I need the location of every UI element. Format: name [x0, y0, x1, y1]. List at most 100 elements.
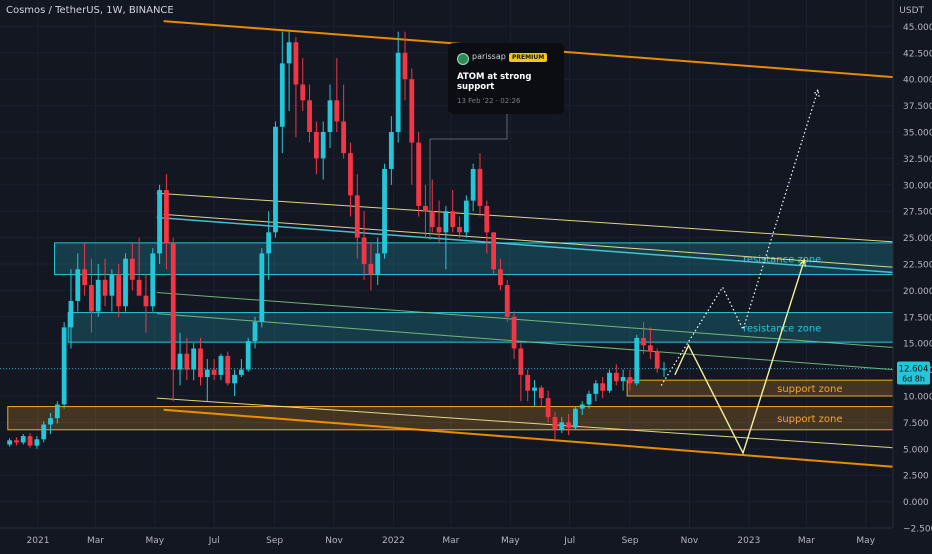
candle-body — [477, 168, 483, 206]
candle-body — [429, 211, 435, 228]
price-tick-label: 22.500 — [903, 261, 932, 271]
candle-body — [20, 436, 26, 443]
candle-body — [41, 424, 47, 440]
time-tick-label: 2023 — [737, 536, 760, 546]
candle-body — [395, 52, 401, 132]
channel-line — [156, 292, 894, 348]
grid — [0, 0, 893, 529]
candle-body — [382, 168, 387, 254]
candle-body — [245, 341, 251, 370]
candle-body — [573, 408, 578, 428]
candle-body — [48, 418, 53, 425]
zone-label: support zone — [777, 384, 842, 395]
candle-body — [143, 295, 149, 307]
candle-body — [627, 376, 633, 384]
candle-body — [75, 269, 81, 301]
time-tick-label: Sep — [266, 536, 283, 546]
price-tick-label: 2.500 — [903, 472, 929, 482]
candle-body — [600, 383, 606, 391]
price-tick-label: 17.500 — [903, 313, 932, 323]
candle-body — [579, 404, 585, 409]
candle-body — [279, 63, 285, 127]
candle-body — [647, 345, 653, 352]
projection-path-solid — [674, 259, 806, 455]
candle-body — [266, 232, 272, 254]
channel-line — [156, 397, 894, 449]
candle-body — [348, 153, 353, 196]
candle-body — [204, 369, 210, 377]
candle-body — [225, 355, 231, 384]
candle-body — [641, 337, 646, 346]
price-tick-label: −2.500 — [903, 525, 932, 535]
candle-body — [525, 374, 531, 391]
candle-body — [388, 132, 394, 169]
projection-arrowhead — [799, 258, 806, 267]
price-tick-label: 42.500 — [903, 49, 932, 59]
time-tick-label: Nov — [325, 536, 343, 546]
price-tick-label: 27.500 — [903, 208, 932, 218]
candle-body — [484, 205, 490, 233]
candle-body — [457, 227, 462, 233]
time-tick-label: Nov — [681, 536, 699, 546]
candle-body — [252, 322, 258, 342]
price-tick-label: 45.000 — [903, 23, 932, 33]
annotation-date: 13 Feb '22 · 02:26 — [457, 97, 521, 105]
candle-body — [300, 84, 306, 101]
time-tick-label: Mar — [442, 536, 459, 546]
candle-body — [123, 258, 128, 307]
candle-body — [559, 422, 565, 430]
candle-body — [109, 274, 115, 296]
candle-body — [436, 227, 442, 233]
candle-body — [334, 100, 340, 122]
time-tick-label: Jul — [208, 536, 220, 546]
zone-label: resistance zone — [743, 255, 821, 266]
candle-body — [375, 253, 381, 275]
projection-path-dotted — [660, 89, 819, 386]
price-axis[interactable]: −2.5000.0002.5005.0007.50010.00012.50015… — [892, 0, 932, 550]
candle-body — [14, 440, 19, 443]
candle-body — [286, 42, 292, 64]
channel-lines — [156, 20, 894, 468]
price-tick-label: 10.000 — [903, 393, 932, 403]
price-tick-label: 32.500 — [903, 155, 932, 165]
premium-badge: PREMIUM — [509, 53, 548, 62]
annotation-author: parissap — [472, 52, 506, 61]
candle-body — [327, 100, 333, 132]
candle-body — [566, 422, 571, 428]
candle-body — [157, 190, 162, 254]
candle-body — [409, 79, 415, 143]
price-tick-label: 25.000 — [903, 234, 932, 244]
time-tick-label: May — [146, 536, 165, 546]
candle-body — [423, 205, 428, 212]
candle-body — [511, 316, 517, 349]
candle-body — [150, 253, 156, 307]
callout-connector — [429, 114, 508, 240]
idea-annotation-card[interactable]: parissap PREMIUM ATOM at strong support … — [448, 43, 564, 114]
projection-paths — [660, 88, 820, 455]
price-tick-label: 7.500 — [903, 419, 929, 429]
candle-body — [164, 190, 169, 243]
price-axis-background — [893, 0, 932, 550]
time-tick-label: May — [856, 536, 875, 546]
callout-leader-line — [429, 114, 508, 240]
time-tick-label: May — [501, 536, 520, 546]
time-axis[interactable]: 2021 Mar May Jul Sep Nov 2022 Mar May Jul Sep Nov 20… — [0, 527, 893, 546]
candle-body — [238, 369, 244, 375]
candle-body — [136, 279, 142, 296]
current-price-box — [897, 361, 930, 385]
candle-body — [361, 237, 367, 264]
candle-body — [95, 279, 101, 312]
candle-body — [177, 353, 183, 370]
candle-body — [34, 439, 40, 446]
candle-body — [416, 142, 422, 206]
zone-label: support zone — [777, 414, 842, 425]
candle-body — [82, 269, 88, 286]
candle-body — [661, 368, 667, 370]
candle-body — [498, 269, 503, 286]
candle-body — [320, 132, 326, 159]
candle-body — [232, 374, 237, 384]
price-tick-label: 5.000 — [903, 445, 929, 455]
